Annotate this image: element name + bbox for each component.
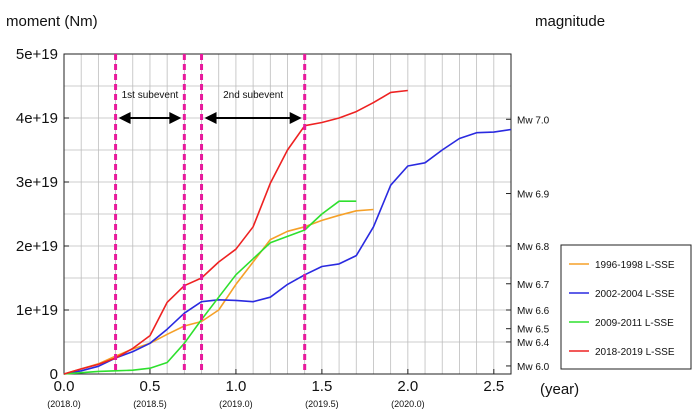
subevent-arrow-head-left <box>204 112 217 124</box>
legend: 1996-1998 L-SSE 2002-2004 L-SSE 2009-2011 … <box>560 244 692 370</box>
magnitude-tick-label: Mw 7.0 <box>517 115 550 126</box>
plot-frame <box>63 53 512 375</box>
magnitude-tick-label: Mw 6.9 <box>517 190 550 201</box>
y-tick-label: 3e+19 <box>16 174 58 191</box>
y-tick-label: 0 <box>50 366 58 383</box>
x-axis-label: (year) <box>540 381 579 398</box>
series-line-2009-2011-l-sse <box>63 200 357 375</box>
x-tick-sublabel: (2018.0) <box>47 399 81 409</box>
subevent-label: 1st subevent <box>122 90 179 101</box>
y-tick-label: 4e+19 <box>16 110 58 127</box>
magnitude-tick-label: Mw 6.4 <box>517 338 550 349</box>
magnitude-axis-title: magnitude <box>535 13 605 30</box>
series-line-2018-2019-l-sse <box>63 89 408 375</box>
x-tick-sublabel: (2020.0) <box>391 399 425 409</box>
subevent-label: 2nd subevent <box>223 90 283 101</box>
x-tick-sublabel: (2019.0) <box>219 399 253 409</box>
y-axis-title: moment (Nm) <box>6 13 98 30</box>
x-tick-label: 2.5 <box>483 378 504 395</box>
legend-label: 2009-2011 L-SSE <box>595 318 674 329</box>
subevent-arrow-head-right <box>289 112 302 124</box>
y-tick-label: 5e+19 <box>16 46 58 63</box>
legend-box <box>560 244 692 370</box>
magnitude-tick-label: Mw 6.8 <box>517 242 550 253</box>
subevent-arrow-head-right <box>169 112 182 124</box>
legend-label: 2018-2019 L-SSE <box>595 347 675 358</box>
x-tick-label: 1.5 <box>311 378 332 395</box>
grid <box>63 53 512 375</box>
y-tick-label: 1e+19 <box>16 302 58 319</box>
subevent-boundary-lines <box>114 54 307 374</box>
subevent-annotations: 1st subevent 2nd subevent <box>118 90 302 124</box>
magnitude-tick-label: Mw 6.5 <box>517 325 550 336</box>
x-tick-sublabel: (2018.5) <box>133 399 167 409</box>
y-tick-label: 2e+19 <box>16 238 58 255</box>
x-tick-label: 1.0 <box>225 378 246 395</box>
magnitude-tick-labels: Mw 7.0 Mw 6.9 Mw 6.8 Mw 6.7 Mw 6.6 Mw 6.5 Mw 6… <box>506 115 550 373</box>
subevent-arrow-head-left <box>118 112 131 124</box>
legend-label: 1996-1998 L-SSE <box>595 260 675 271</box>
x-tick-labels: 0.0 (2018.0) 0.5 (2018.5) 1.0 (2019.0) 1.5 (201… <box>47 369 504 409</box>
x-tick-label: 2.0 <box>397 378 418 395</box>
magnitude-tick-label: Mw 6.0 <box>517 362 550 373</box>
x-tick-label: 0.5 <box>140 378 161 395</box>
magnitude-tick-label: Mw 6.6 <box>517 306 550 317</box>
legend-label: 2002-2004 L-SSE <box>595 289 675 300</box>
series-line-2002-2004-l-sse <box>63 128 512 375</box>
plot-border <box>63 53 512 375</box>
magnitude-tick-label: Mw 6.7 <box>517 280 550 291</box>
y-tick-labels: 0 1e+19 2e+19 3e+19 4e+19 5e+19 <box>16 46 69 383</box>
x-tick-label: 0.0 <box>54 378 75 395</box>
x-tick-sublabel: (2019.5) <box>305 399 339 409</box>
